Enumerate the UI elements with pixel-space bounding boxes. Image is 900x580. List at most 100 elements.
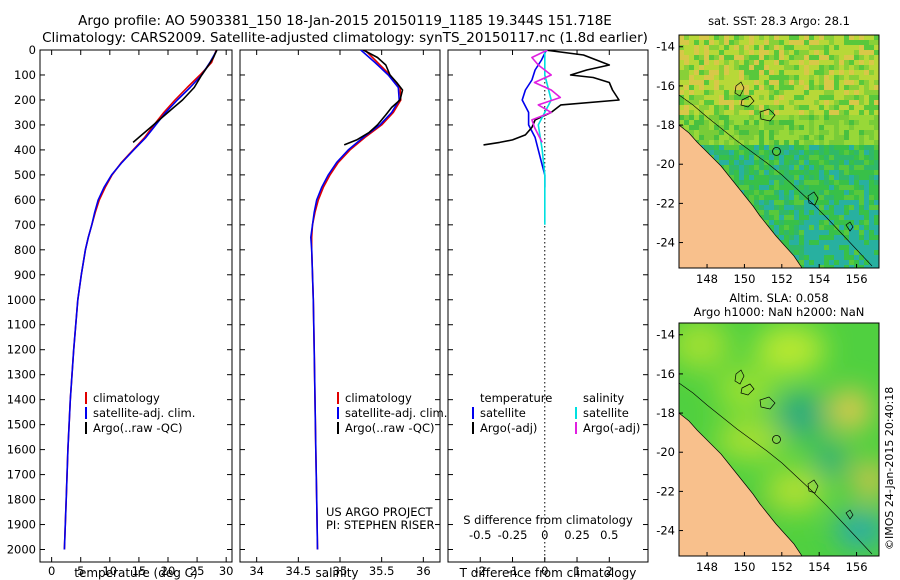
- sst-cell: [694, 120, 699, 125]
- sst-cell: [854, 240, 859, 245]
- sst-cell: [799, 175, 804, 180]
- sst-cell: [859, 75, 864, 80]
- sst-cell: [719, 125, 724, 130]
- sst-cell: [774, 185, 779, 190]
- sst-cell: [794, 250, 799, 255]
- sst-cell: [754, 135, 759, 140]
- sst-cell: [839, 255, 844, 260]
- sst-cell: [829, 35, 834, 40]
- sst-cell: [809, 70, 814, 75]
- sst-cell: [774, 55, 779, 60]
- sst-cell: [729, 130, 734, 135]
- sst-cell: [779, 90, 784, 95]
- sst-cell: [814, 80, 819, 85]
- sst-cell: [844, 265, 849, 268]
- sst-cell: [789, 165, 794, 170]
- sst-cell: [824, 220, 829, 225]
- sst-cell: [819, 215, 824, 220]
- x-tick-label: 30: [219, 564, 234, 578]
- sst-cell: [824, 230, 829, 235]
- sst-cell: [819, 180, 824, 185]
- sst-cell: [849, 240, 854, 245]
- sst-cell: [819, 240, 824, 245]
- sst-cell: [774, 220, 779, 225]
- sst-cell: [854, 205, 859, 210]
- sst-cell: [794, 190, 799, 195]
- sst-cell: [724, 165, 729, 170]
- sst-cell: [809, 140, 814, 145]
- sst-cell: [694, 95, 699, 100]
- sst-cell: [684, 120, 689, 125]
- temperature-xlabel: temperature (deg C): [74, 566, 197, 580]
- sst-cell: [839, 225, 844, 230]
- sst-cell: [729, 125, 734, 130]
- sst-cell: [864, 100, 869, 105]
- sst-cell: [699, 45, 704, 50]
- sst-cell: [694, 45, 699, 50]
- sst-cell: [799, 220, 804, 225]
- sst-cell: [769, 135, 774, 140]
- sst-cell: [829, 230, 834, 235]
- sst-cell: [849, 85, 854, 90]
- sst-cell: [799, 140, 804, 145]
- sst-cell: [779, 145, 784, 150]
- sst-cell: [839, 230, 844, 235]
- sst-cell: [719, 75, 724, 80]
- sst-cell: [704, 55, 709, 60]
- sst-cell: [859, 190, 864, 195]
- sst-cell: [854, 250, 859, 255]
- sst-cell: [854, 155, 859, 160]
- sst-cell: [819, 235, 824, 240]
- sst-cell: [869, 255, 874, 260]
- sst-cell: [814, 70, 819, 75]
- sst-cell: [844, 75, 849, 80]
- sst-cell: [864, 40, 869, 45]
- sst-cell: [759, 190, 764, 195]
- sst-cell: [874, 45, 879, 50]
- sst-cell: [844, 260, 849, 265]
- sst-cell: [874, 35, 879, 40]
- sst-cell: [754, 120, 759, 125]
- sst-cell: [709, 80, 714, 85]
- sst-cell: [794, 90, 799, 95]
- sst-cell: [839, 155, 844, 160]
- sst-cell: [824, 140, 829, 145]
- sst-cell: [814, 140, 819, 145]
- sst-cell: [759, 200, 764, 205]
- sla-map-frame: [678, 322, 880, 557]
- sst-cell: [829, 175, 834, 180]
- sst-cell: [864, 155, 869, 160]
- sst-cell: [804, 185, 809, 190]
- sst-cell: [784, 75, 789, 80]
- sst-cell: [764, 180, 769, 185]
- sst-cell: [689, 125, 694, 130]
- sst-cell: [789, 195, 794, 200]
- sst-cell: [824, 175, 829, 180]
- sst-cell: [754, 195, 759, 200]
- y-tick-label: 200: [14, 93, 36, 107]
- sst-cell: [854, 180, 859, 185]
- sst-cell: [844, 100, 849, 105]
- sst-cell: [824, 105, 829, 110]
- sst-cell: [859, 180, 864, 185]
- sst-cell: [859, 70, 864, 75]
- sst-cell: [734, 130, 739, 135]
- sst-cell: [839, 55, 844, 60]
- sst-cell: [714, 155, 719, 160]
- sst-cell: [814, 145, 819, 150]
- sst-cell: [864, 170, 869, 175]
- sst-cell: [744, 130, 749, 135]
- sst-cell: [854, 125, 859, 130]
- salinity-xlabel: salinity: [315, 566, 358, 580]
- sst-cell: [799, 200, 804, 205]
- sst-cell: [784, 145, 789, 150]
- sst-cell: [814, 175, 819, 180]
- sst-cell: [854, 175, 859, 180]
- y-tick-label: 1300: [7, 368, 36, 382]
- sst-cell: [844, 195, 849, 200]
- sst-cell: [844, 190, 849, 195]
- sst-cell: [784, 40, 789, 45]
- sst-cell: [769, 140, 774, 145]
- sst-cell: [834, 130, 839, 135]
- sst-cell: [714, 105, 719, 110]
